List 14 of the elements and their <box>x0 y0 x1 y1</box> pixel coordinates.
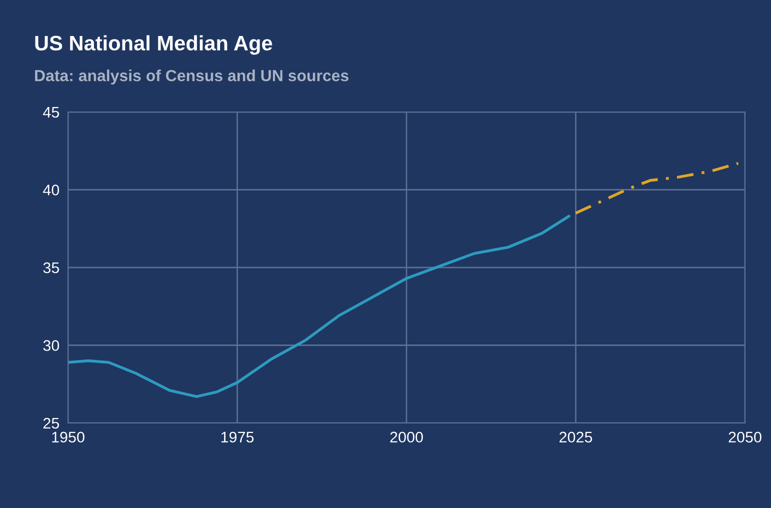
line-series <box>574 162 740 214</box>
y-tick-label: 45 <box>43 107 60 118</box>
x-tick-label: 1950 <box>52 432 84 443</box>
y-tick-label: 35 <box>43 262 60 274</box>
y-tick-label: 25 <box>43 418 60 429</box>
y-tick-label: 40 <box>43 184 60 196</box>
x-tick-label: 2000 <box>390 432 423 443</box>
chart-subtitle: Data: analysis of Census and UN sources <box>35 70 348 84</box>
x-tick-label: 2025 <box>560 432 592 443</box>
line-series <box>68 214 570 398</box>
y-tick-label: 30 <box>43 340 60 351</box>
x-tick-label: 2050 <box>728 432 762 443</box>
chart-title: US National Median Age <box>35 35 272 55</box>
x-tick-label: 1975 <box>221 432 254 443</box>
